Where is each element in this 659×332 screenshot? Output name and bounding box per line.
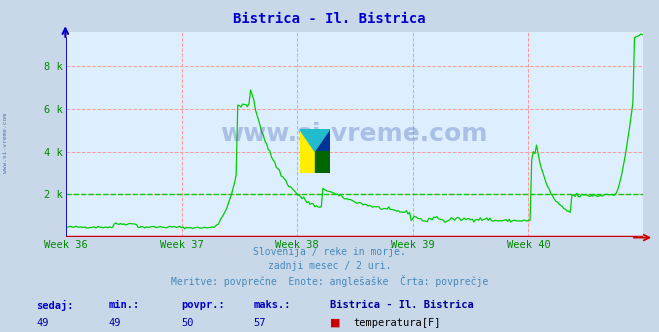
Text: 49: 49 — [109, 318, 121, 328]
Text: povpr.:: povpr.: — [181, 300, 225, 310]
Polygon shape — [300, 129, 330, 151]
Text: Slovenija / reke in morje.: Slovenija / reke in morje. — [253, 247, 406, 257]
Text: 50: 50 — [181, 318, 194, 328]
Text: ■: ■ — [330, 318, 340, 328]
Text: Bistrica - Il. Bistrica: Bistrica - Il. Bistrica — [233, 12, 426, 26]
Bar — [315, 129, 330, 151]
Text: www.si-vreme.com: www.si-vreme.com — [3, 113, 8, 173]
Text: temperatura[F]: temperatura[F] — [353, 318, 441, 328]
Text: sedaj:: sedaj: — [36, 300, 74, 311]
Text: 57: 57 — [254, 318, 266, 328]
Bar — [315, 151, 330, 173]
Text: maks.:: maks.: — [254, 300, 291, 310]
Text: zadnji mesec / 2 uri.: zadnji mesec / 2 uri. — [268, 261, 391, 271]
Text: 49: 49 — [36, 318, 49, 328]
Text: www.si-vreme.com: www.si-vreme.com — [221, 123, 488, 146]
Text: Meritve: povprečne  Enote: anglešaške  Črta: povprečje: Meritve: povprečne Enote: anglešaške Črt… — [171, 275, 488, 287]
Text: Bistrica - Il. Bistrica: Bistrica - Il. Bistrica — [330, 300, 473, 310]
Bar — [300, 129, 315, 173]
Text: min.:: min.: — [109, 300, 140, 310]
